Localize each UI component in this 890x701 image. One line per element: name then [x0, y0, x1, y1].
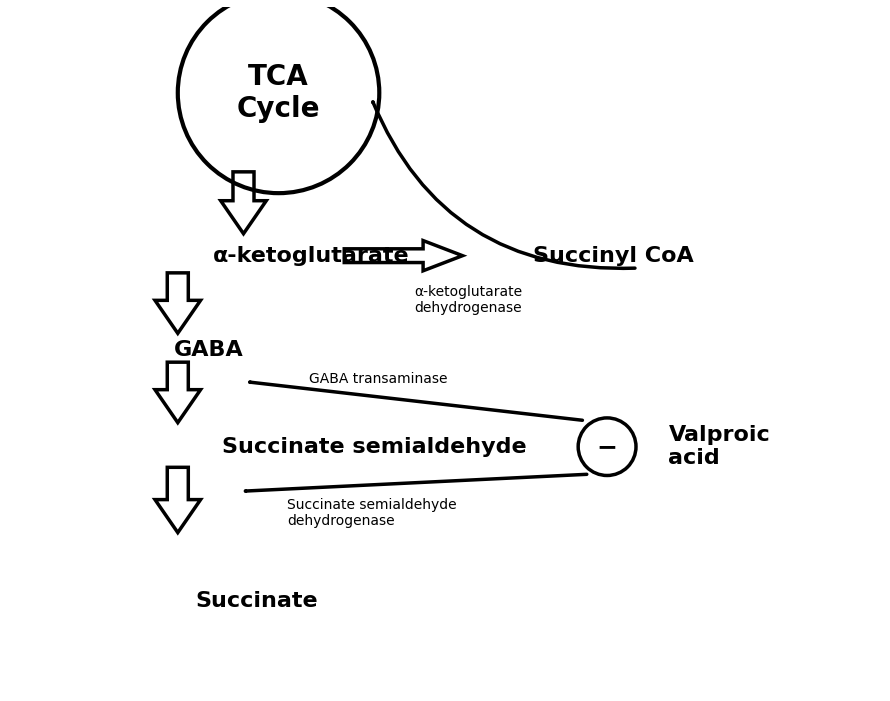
Text: Succinate: Succinate [195, 592, 318, 611]
Text: Succinyl CoA: Succinyl CoA [532, 245, 693, 266]
Text: TCA
Cycle: TCA Cycle [237, 62, 320, 123]
Text: −: − [596, 435, 618, 458]
Text: GABA transaminase: GABA transaminase [309, 372, 448, 386]
Text: Succinate semialdehyde: Succinate semialdehyde [222, 437, 526, 456]
Text: Valproic
acid: Valproic acid [668, 425, 770, 468]
Text: GABA: GABA [174, 341, 243, 360]
Text: Succinate semialdehyde
dehydrogenase: Succinate semialdehyde dehydrogenase [287, 498, 457, 529]
Text: α-ketoglutarate
dehydrogenase: α-ketoglutarate dehydrogenase [415, 285, 522, 315]
Text: α-ketoglutarate: α-ketoglutarate [213, 245, 409, 266]
FancyArrowPatch shape [250, 382, 582, 421]
FancyArrowPatch shape [373, 102, 635, 268]
FancyArrowPatch shape [246, 475, 587, 491]
